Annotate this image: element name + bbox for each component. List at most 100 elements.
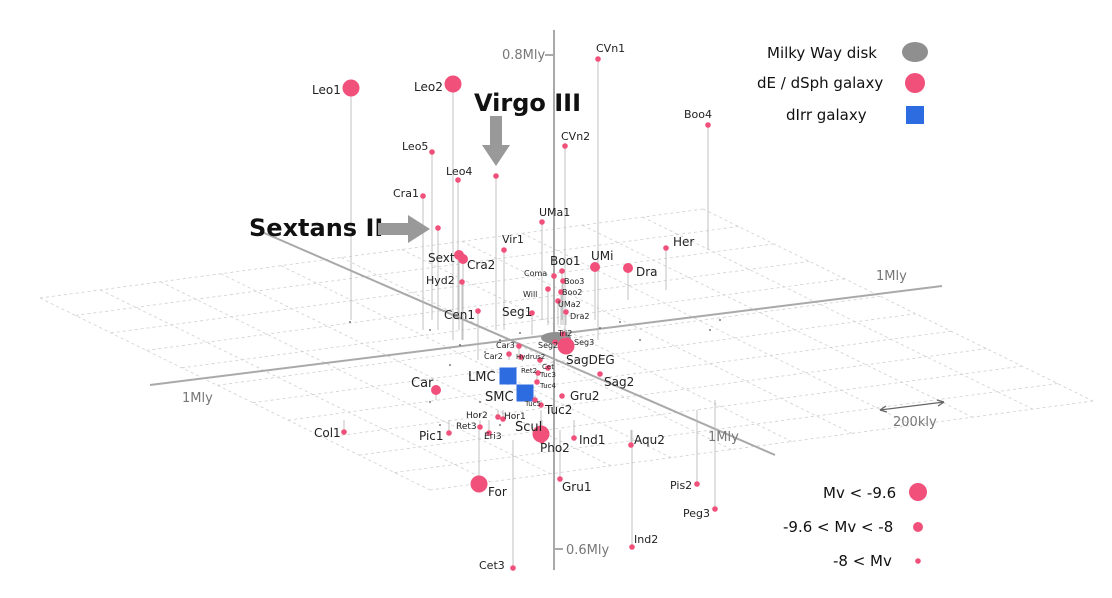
callout-sextans-ii-label: Sextans II [249,214,383,242]
galaxy-label-tuc4: Tuc4 [539,382,556,390]
galaxy-marker-vir1 [501,247,507,253]
galaxy-marker-leo5 [429,149,435,155]
ground-projection-dot [619,321,621,323]
galaxy-label-scul: Scul [515,420,542,435]
grid-line [429,400,1094,491]
legend-dsph-label: dE / dSph galaxy [757,74,883,92]
galaxy-label-coma: Coma [524,269,547,278]
galaxy-marker-cet [537,357,543,363]
galaxy-label-seg2: Seg2 [538,341,558,350]
galaxy-marker-col1 [341,429,347,435]
galaxy-label-ind1: Ind1 [579,433,605,447]
ground-projection-dot [429,329,431,331]
ground-projection-dot [479,414,481,416]
galaxy-marker-pis2 [694,481,700,487]
galaxy-label-dra: Dra [636,265,658,279]
galaxy-label-pis2: Pis2 [670,479,692,492]
galaxy-label-sext: Sext [428,251,455,265]
ground-projection-dot [349,321,351,323]
galaxy-marker-gru1 [557,476,563,482]
galaxy-marker-aqu2 [628,442,634,448]
galaxy-label-col1: Col1 [314,426,341,440]
galaxy-label-ind2: Ind2 [634,533,658,546]
galaxy-marker-gru2 [559,393,565,399]
galaxy-label-dra2: Dra2 [570,312,589,321]
ground-projection-dot [429,401,431,403]
grid-line [461,241,853,434]
galaxy-label-cvn2: CVn2 [561,130,590,143]
galaxy-label-boo1: Boo1 [550,254,581,268]
grid-line [522,232,913,426]
galaxy-marker-uma1 [539,219,545,225]
galaxy-label-boo4: Boo4 [684,108,712,121]
z-axis-bottom-label: 0.6Mly [566,543,610,558]
galaxy-label-hor1: Hor1 [504,412,526,422]
galaxy-marker-peg3 [712,506,718,512]
legend-size-medium-marker [913,522,923,532]
galaxy-marker-sag2 [597,371,603,377]
ground-projection-dot [519,332,521,334]
galaxy-marker-leo4 [455,177,461,183]
galaxy-marker-lmc [499,367,517,385]
ground-projection-dot [479,401,481,403]
galaxy-label-ret2: Ret2 [521,367,537,375]
galaxy-label-umi: UMi [591,249,613,263]
galaxy-marker-boo4 [705,122,711,128]
galaxy-label-smc: SMC [485,390,514,405]
ground-projection-dot [469,374,471,376]
galaxy-marker-sagdeg [557,337,575,355]
legend-dirr-label: dIrr galaxy [786,106,867,124]
galaxy-marker-cet3 [510,565,516,571]
legend: Milky Way disk dE / dSph galaxy dIrr gal… [757,42,928,570]
galaxy-label-hyd2: Hyd2 [426,274,455,287]
x-axis-left-label: 1Mly [182,391,213,406]
galaxy-labels: CVn1 Boo4 Leo1 Leo2 CVn2 Leo5 Leo4 Cra1 UMa1 Vir1… [312,42,712,572]
galaxy-label-uma1: UMa1 [539,206,570,219]
galaxy-marker-leo2 [444,75,462,93]
galaxy-marker-sex2 [435,225,441,231]
grid-line [160,281,551,475]
ground-projection-dot [719,319,721,321]
galaxy-marker-tuc2 [538,402,544,408]
grid-line [359,365,1023,456]
galaxy-marker-umi [590,262,600,272]
galaxy-marker-her [663,245,669,251]
galaxy-marker-cvn2 [562,143,568,149]
galaxy-marker-leo1 [342,79,360,97]
legend-size-small-marker [915,558,921,564]
galaxy-label-sag2: Sag2 [604,375,634,389]
galaxy-marker-seg2 [552,339,558,345]
grid-line [280,265,672,458]
galaxy-label-hor2: Hor2 [466,411,488,421]
grid-line [401,249,792,442]
galaxy-label-aqu2: Aqu2 [634,433,665,447]
galaxy-marker-hor1 [500,416,506,422]
galaxy-label-pho2: Pho2 [540,441,570,455]
galaxy-label-gru1: Gru1 [562,480,591,494]
galaxy-label-leo4: Leo4 [446,165,472,178]
grid-line [181,278,845,369]
galaxy-marker-uma2 [555,298,561,304]
grid-line [341,257,732,450]
ground-projection-dot [449,364,451,366]
galaxy-label-vir1: Vir1 [502,233,524,246]
galaxy-marker-boo3 [560,278,566,284]
galaxy-label-her: Her [673,235,694,249]
galaxy-label-cen1: Cen1 [444,308,475,322]
callout-virgo-iii-label: Virgo III [474,89,581,117]
galaxy-marker-hor2 [495,414,501,420]
galaxy-label-ret3: Ret3 [456,422,477,432]
galaxy-marker-seg1 [529,310,535,316]
grid-line [582,224,973,418]
legend-milky-way-label: Milky Way disk [767,44,877,62]
galaxy-marker-cra1 [420,193,426,199]
callout-virgo-iii-arrow [482,116,510,166]
legend-size-small-label: -8 < Mv [833,552,892,570]
galaxy-marker-ind2 [629,544,635,550]
galaxy-marker-cen1 [475,308,481,314]
grid-line [642,216,1033,410]
galaxy-label-tri2: Tri2 [557,329,572,338]
galaxy-marker-dra [623,263,633,273]
ground-projection-dot [639,339,641,341]
galaxy-label-lmc: LMC [468,370,496,385]
